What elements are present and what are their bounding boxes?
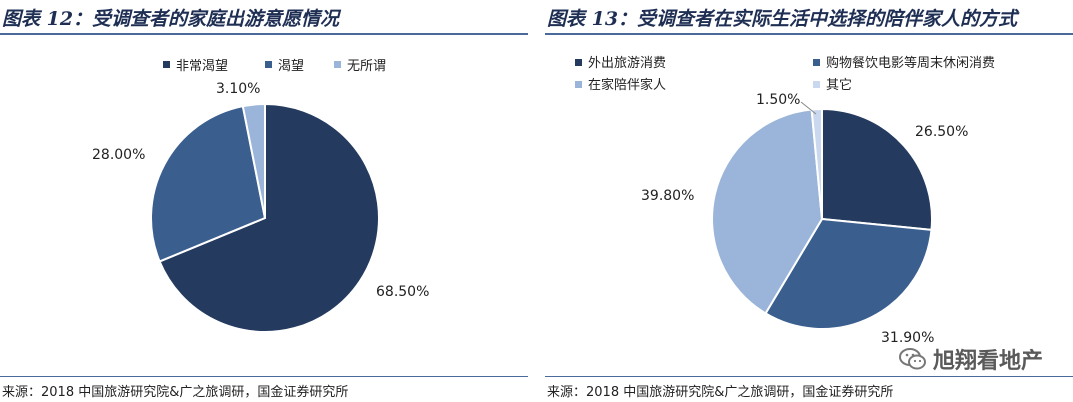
pie-slice-1 <box>821 107 933 231</box>
chart-title: 图表 13：受调查者在实际生活中选择的陪伴家人的方式 <box>547 8 1018 30</box>
legend-swatch <box>813 81 820 88</box>
pie-slice-3 <box>711 108 824 315</box>
pie-slices <box>150 102 380 333</box>
pie-slice-2 <box>764 217 933 330</box>
legend-swatch <box>163 61 170 68</box>
legend-swatch <box>575 59 582 66</box>
legend-label: 无所谓 <box>347 59 386 74</box>
data-label: 68.50% <box>376 284 429 300</box>
legend-swatch <box>334 61 341 68</box>
legend-label: 渴望 <box>278 58 304 74</box>
leader-line <box>800 101 817 115</box>
data-label: 26.50% <box>915 124 968 140</box>
pie-chart-13: 外出旅游消费 购物餐饮电影等周末休闲消费 在家陪伴家人 其它 26.50% 31… <box>575 55 995 346</box>
data-label: 1.50% <box>756 92 800 108</box>
legend-swatch <box>575 81 582 88</box>
title-divider <box>545 33 1073 35</box>
data-label: 39.80% <box>641 188 694 204</box>
pie-slices <box>711 107 933 330</box>
data-label: 28.00% <box>92 147 145 163</box>
legend-label: 购物餐饮电影等周末休闲消费 <box>826 55 995 71</box>
pie-slice-1 <box>158 102 380 333</box>
source-note: 来源：2018 中国旅游研究院&广之旅调研，国金证券研究所 <box>2 385 349 400</box>
legend-label: 在家陪伴家人 <box>588 77 666 93</box>
pie-slice-2 <box>150 104 267 263</box>
watermark-text: 旭翔看地产 <box>932 349 1043 374</box>
pie-slice-4 <box>810 107 823 220</box>
source-divider <box>0 376 528 377</box>
legend-swatch <box>265 61 272 68</box>
watermark: 旭翔看地产 <box>898 343 1043 375</box>
data-label: 31.90% <box>881 330 934 346</box>
legend-swatch <box>813 59 820 66</box>
pie-chart-12: 非常渴望 渴望 无所谓 68.50% 28.00% 3.10% <box>92 58 429 333</box>
pie-slice-3 <box>241 102 266 219</box>
chart-panel-13: 图表 13：受调查者在实际生活中选择的陪伴家人的方式 外出旅游消费 购物餐饮电影… <box>545 0 1073 402</box>
chart-title: 图表 12：受调查者的家庭出游意愿情况 <box>2 8 340 30</box>
source-divider <box>545 376 1073 377</box>
chart-panel-12: 图表 12：受调查者的家庭出游意愿情况 非常渴望 渴望 无所谓 68.50% 2… <box>0 0 528 402</box>
source-note: 来源：2018 中国旅游研究院&广之旅调研，国金证券研究所 <box>547 385 894 400</box>
wechat-icon <box>898 348 926 370</box>
legend-label: 非常渴望 <box>176 58 228 74</box>
data-label: 3.10% <box>216 81 260 97</box>
legend-label: 外出旅游消费 <box>588 56 666 71</box>
legend: 非常渴望 渴望 无所谓 <box>163 58 386 74</box>
title-divider <box>0 33 528 35</box>
data-labels: 68.50% 28.00% 3.10% <box>92 81 429 300</box>
data-labels: 26.50% 31.90% 39.80% 1.50% <box>641 92 968 346</box>
legend: 外出旅游消费 购物餐饮电影等周末休闲消费 在家陪伴家人 其它 <box>575 55 995 93</box>
legend-label: 其它 <box>826 77 852 93</box>
